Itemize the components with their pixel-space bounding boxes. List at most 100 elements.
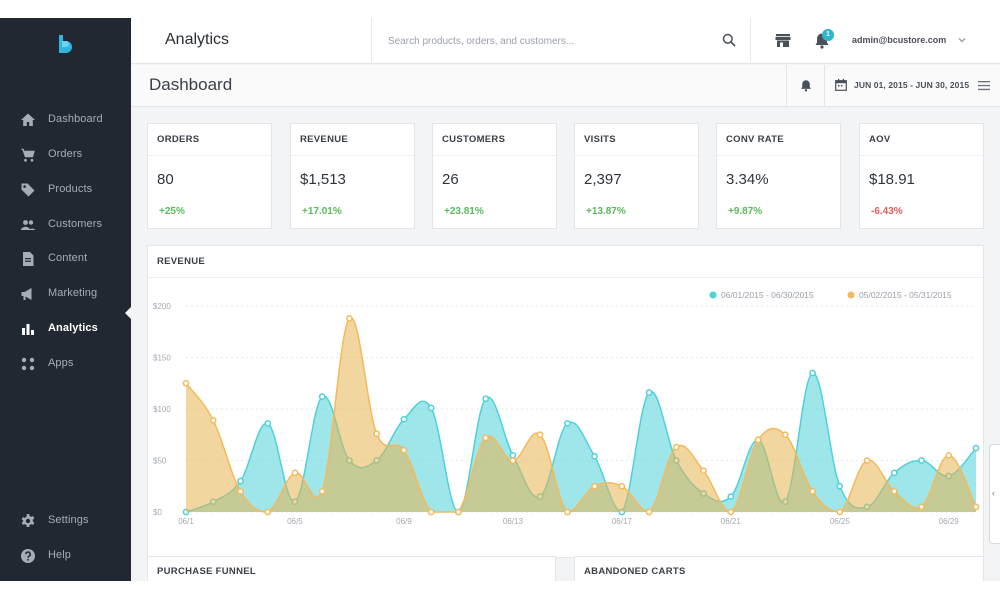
sidebar-item-content[interactable]: Content (0, 242, 131, 276)
metric-label: CONV RATE (726, 134, 784, 145)
sidebar-item-label: Dashboard (48, 113, 103, 125)
data-point (918, 457, 925, 464)
data-point (972, 444, 980, 452)
metric-value: 26 (442, 171, 459, 188)
bigcommerce-logo-icon[interactable] (56, 34, 74, 56)
sidebar-item-label: Customers (48, 218, 103, 230)
divider (291, 155, 414, 156)
gear-icon (21, 514, 35, 527)
data-point (809, 369, 816, 377)
storefront-icon[interactable] (775, 33, 791, 48)
data-point (400, 446, 408, 454)
divider (148, 277, 983, 278)
metric-change: +17.01% (302, 206, 342, 217)
y-tick-label: $100 (153, 405, 171, 414)
cart-icon (21, 148, 35, 162)
chevron-down-icon[interactable] (957, 36, 967, 44)
metric-label: CUSTOMERS (442, 134, 506, 145)
search-input[interactable] (388, 32, 708, 50)
data-point (863, 457, 871, 464)
user-account-menu[interactable]: admin@bcustore.com (852, 35, 947, 45)
sidebar-item-label: Analytics (48, 322, 98, 334)
metric-label: AOV (869, 134, 891, 145)
alerts-button[interactable] (786, 65, 824, 107)
search-icon[interactable] (722, 33, 736, 47)
metric-value: 3.34% (726, 171, 769, 188)
sidebar-item-label: Settings (48, 514, 89, 526)
x-tick-label: 06/29 (939, 517, 960, 526)
data-point (482, 434, 490, 442)
tag-icon (21, 183, 35, 197)
data-point (264, 420, 272, 427)
data-point (237, 488, 244, 495)
app-window: Dashboard Orders Products Customers Cont… (0, 18, 1000, 581)
home-icon (21, 113, 35, 126)
data-point (346, 315, 353, 322)
metric-card-conv-rate[interactable]: CONV RATE 3.34% +9.87% (716, 123, 841, 229)
metric-card-customers[interactable]: CUSTOMERS 26 +23.81% (432, 123, 557, 229)
x-tick-label: 06/9 (396, 517, 412, 526)
data-point (836, 508, 844, 516)
people-icon (20, 220, 36, 230)
metric-label: REVENUE (300, 134, 349, 145)
sidebar-item-dashboard[interactable]: Dashboard (0, 103, 131, 137)
data-point (264, 508, 272, 516)
sidebar: Dashboard Orders Products Customers Cont… (0, 18, 131, 581)
metric-card-orders[interactable]: ORDERS 80 +25% (147, 123, 272, 229)
calendar-icon (835, 79, 847, 91)
page-header: Dashboard JUN 01, 2015 - JUN 30, 2015 (131, 65, 1000, 107)
metric-change: +13.87% (586, 206, 626, 217)
hamburger-menu-icon[interactable] (978, 80, 990, 91)
metric-value: 80 (157, 171, 174, 188)
sidebar-item-marketing[interactable]: Marketing (0, 277, 131, 311)
sidebar-item-customers[interactable]: Customers (0, 208, 131, 242)
date-range-label: JUN 01, 2015 - JUN 30, 2015 (854, 80, 970, 90)
metric-value: $18.91 (869, 171, 915, 188)
data-point (564, 420, 571, 427)
metric-card-visits[interactable]: VISITS 2,397 +13.87% (574, 123, 699, 229)
revenue-area-chart[interactable]: $0 $50 $100 $150 $200 06/1 06/5 06/9 06/13 06/17 0… (148, 246, 985, 559)
data-point (482, 395, 490, 403)
data-point (209, 416, 217, 424)
data-point (645, 389, 653, 396)
metric-value: $1,513 (300, 171, 346, 188)
data-point (318, 393, 326, 400)
sidebar-item-label: Marketing (48, 287, 98, 299)
sidebar-item-settings[interactable]: Settings (0, 504, 131, 538)
chevron-left-icon: ‹ (992, 488, 995, 498)
divider (860, 155, 983, 156)
legend-swatch (709, 291, 717, 299)
sidebar-item-analytics[interactable]: Analytics (0, 312, 131, 346)
divider (575, 155, 698, 156)
legend-label: 06/01/2015 - 06/30/2015 (721, 290, 814, 300)
sidebar-item-help[interactable]: Help (0, 539, 131, 573)
app-title: Analytics (165, 31, 230, 48)
sidebar-item-products[interactable]: Products (0, 173, 131, 207)
sidebar-item-orders[interactable]: Orders (0, 138, 131, 172)
data-point (427, 404, 435, 412)
legend-label: 05/02/2015 - 05/31/2015 (859, 290, 952, 300)
data-point (672, 443, 680, 451)
y-tick-label: $0 (153, 508, 162, 517)
side-panel-toggle[interactable]: ‹ (989, 444, 1000, 544)
data-point (318, 488, 326, 495)
sidebar-item-label: Apps (48, 357, 74, 369)
data-point (918, 503, 925, 511)
metric-card-aov[interactable]: AOV $18.91 -6.43% (859, 123, 984, 229)
sidebar-item-label: Products (48, 183, 93, 195)
metric-card-revenue[interactable]: REVENUE $1,513 +17.01% (290, 123, 415, 229)
panel-title: REVENUE (157, 256, 206, 267)
date-range-picker[interactable]: JUN 01, 2015 - JUN 30, 2015 (824, 65, 1000, 107)
data-point (727, 493, 735, 500)
data-point (237, 477, 244, 485)
panel-title: ABANDONED CARTS (584, 566, 686, 577)
bell-icon (801, 80, 811, 92)
x-tick-label: 06/5 (287, 517, 303, 526)
y-tick-label: $150 (153, 354, 171, 363)
data-point (536, 431, 544, 439)
data-point (509, 457, 517, 464)
data-point (972, 503, 980, 511)
divider (433, 155, 556, 156)
sidebar-item-apps[interactable]: Apps (0, 347, 131, 381)
data-point (182, 379, 190, 387)
